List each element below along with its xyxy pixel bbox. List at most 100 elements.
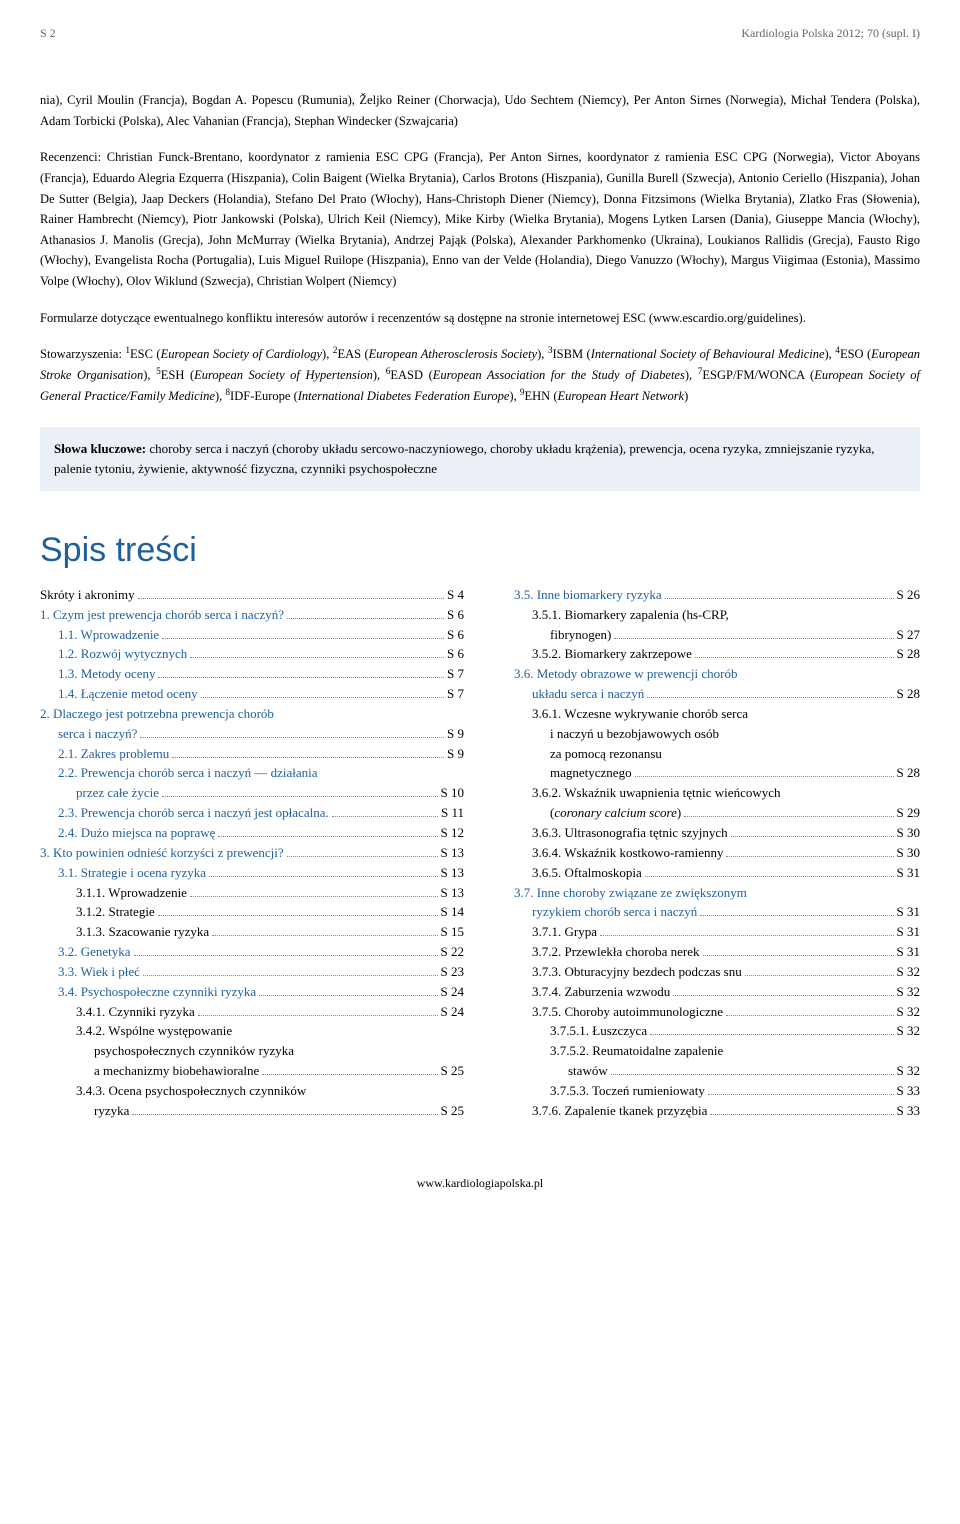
toc-row: 3.7.2. Przewlekła choroba nerekS 31 — [496, 943, 920, 962]
toc-page: S 31 — [897, 903, 920, 922]
toc-leader — [600, 935, 894, 936]
toc-label: 3.7.5. Choroby autoimmunologiczne — [532, 1003, 723, 1022]
toc-leader — [684, 816, 893, 817]
toc-label: 3.7.4. Zaburzenia wzwodu — [532, 983, 670, 1002]
toc-row: 3.1.3. Szacowanie ryzykaS 15 — [40, 923, 464, 942]
toc-label: ryzykiem chorób serca i naczyń — [532, 903, 697, 922]
toc-label: 3.1.2. Strategie — [76, 903, 155, 922]
toc-page: S 30 — [897, 824, 920, 843]
toc-row: ryzykiem chorób serca i naczyń S 31 — [496, 903, 920, 922]
toc-page: S 13 — [441, 864, 464, 883]
toc-row: układu serca i naczyńS 28 — [496, 685, 920, 704]
toc-page: S 32 — [897, 963, 920, 982]
toc-leader — [259, 995, 437, 996]
toc-label: 3.7.1. Grypa — [532, 923, 597, 942]
toc-label: 1. Czym jest prewencja chorób serca i na… — [40, 606, 284, 625]
toc-page: S 13 — [441, 884, 464, 903]
toc-row: 3.7.5.2. Reumatoidalne zapalenie — [496, 1042, 920, 1061]
toc-row: 3.6. Metody obrazowe w prewencji chorób — [496, 665, 920, 684]
toc-page: S 32 — [897, 1022, 920, 1041]
toc-page: S 25 — [441, 1062, 464, 1081]
toc-page: S 24 — [441, 1003, 464, 1022]
toc-leader — [665, 598, 894, 599]
toc-page: S 28 — [897, 764, 920, 783]
toc-label: 1.4. Łączenie metod oceny — [58, 685, 198, 704]
toc-leader — [158, 677, 444, 678]
toc-page: S 32 — [897, 1003, 920, 1022]
toc-label: ryzyka — [94, 1102, 129, 1121]
toc-label: 2.3. Prewencja chorób serca i naczyń jes… — [58, 804, 329, 823]
toc-label: 2.2. Prewencja chorób serca i naczyń — d… — [58, 764, 318, 783]
toc-row: 3.7.3. Obturacyjny bezdech podczas snuS … — [496, 963, 920, 982]
toc-page: S 30 — [897, 844, 920, 863]
toc-page: S 33 — [897, 1082, 920, 1101]
toc-row: 3.6.5. OftalmoskopiaS 31 — [496, 864, 920, 883]
toc-page: S 6 — [447, 626, 464, 645]
toc-label: 1.2. Rozwój wytycznych — [58, 645, 187, 664]
toc-page: S 32 — [897, 983, 920, 1002]
toc-label: serca i naczyń? — [58, 725, 137, 744]
toc-row: 3.4. Psychospołeczne czynniki ryzykaS 24 — [40, 983, 464, 1002]
toc-leader — [726, 1015, 894, 1016]
toc-page: S 13 — [441, 844, 464, 863]
toc-label: (coronary calcium score) — [550, 804, 681, 823]
toc-label: 1.3. Metody oceny — [58, 665, 155, 684]
toc-leader — [650, 1034, 893, 1035]
toc-row: 3.7.5.1. ŁuszczycaS 32 — [496, 1022, 920, 1041]
toc-label: 3.5. Inne biomarkery ryzyka — [514, 586, 662, 605]
toc-row: 3.2. GenetykaS 22 — [40, 943, 464, 962]
toc-row: 2.4. Dużo miejsca na poprawęS 12 — [40, 824, 464, 843]
toc-label: 3.6.3. Ultrasonografia tętnic szyjnych — [532, 824, 728, 843]
toc-page: S 9 — [447, 745, 464, 764]
toc-leader — [201, 697, 444, 698]
toc-label: 3.7.5.2. Reumatoidalne zapalenie — [550, 1042, 723, 1061]
toc-row: 3.6.2. Wskaźnik uwapnienia tętnic wieńco… — [496, 784, 920, 803]
toc-leader — [614, 638, 893, 639]
toc-leader — [198, 1015, 438, 1016]
toc-page: S 26 — [897, 586, 920, 605]
toc-column-right: 3.5. Inne biomarkery ryzykaS 263.5.1. Bi… — [496, 586, 920, 1122]
toc-page: S 32 — [897, 1062, 920, 1081]
toc-label: 3.3. Wiek i płeć — [58, 963, 140, 982]
toc-row: 1.1. WprowadzenieS 6 — [40, 626, 464, 645]
toc-leader — [262, 1074, 437, 1075]
toc-row: i naczyń u bezobjawowych osób — [496, 725, 920, 744]
toc-leader — [143, 975, 438, 976]
toc-label: i naczyń u bezobjawowych osób — [550, 725, 719, 744]
toc-label: 3.7.6. Zapalenie tkanek przyzębia — [532, 1102, 707, 1121]
toc-label: 3.1.3. Szacowanie ryzyka — [76, 923, 209, 942]
toc-label: 3.1.1. Wprowadzenie — [76, 884, 187, 903]
toc-label: 3.6.1. Wczesne wykrywanie chorób serca — [532, 705, 748, 724]
footer-url: www.kardiologiapolska.pl — [40, 1174, 920, 1192]
toc-leader — [140, 737, 444, 738]
toc-row: 3.7. Inne choroby związane ze zwiększony… — [496, 884, 920, 903]
toc-leader — [162, 796, 438, 797]
toc-row: za pomocą rezonansu — [496, 745, 920, 764]
toc-page: S 23 — [441, 963, 464, 982]
toc-label: układu serca i naczyń — [532, 685, 644, 704]
toc-leader — [695, 657, 894, 658]
toc-leader — [673, 995, 893, 996]
toc-row: 3.3. Wiek i płeć S 23 — [40, 963, 464, 982]
toc-columns: Skróty i akronimyS 41. Czym jest prewenc… — [40, 586, 920, 1122]
toc-row: psychospołecznych czynników ryzyka — [40, 1042, 464, 1061]
toc-page: S 28 — [897, 645, 920, 664]
toc-row: 3.4.2. Wspólne występowanie — [40, 1022, 464, 1041]
toc-leader — [190, 657, 444, 658]
toc-leader — [287, 618, 444, 619]
toc-label: 3.6.4. Wskaźnik kostkowo-ramienny — [532, 844, 723, 863]
toc-page: S 4 — [447, 586, 464, 605]
toc-row: 3.4.3. Ocena psychospołecznych czynników — [40, 1082, 464, 1101]
toc-row: 2.2. Prewencja chorób serca i naczyń — d… — [40, 764, 464, 783]
toc-row: 3.5. Inne biomarkery ryzyka S 26 — [496, 586, 920, 605]
toc-leader — [209, 876, 438, 877]
toc-label: 3.7.2. Przewlekła choroba nerek — [532, 943, 700, 962]
page-header: S 2 Kardiologia Polska 2012; 70 (supl. I… — [40, 24, 920, 42]
toc-page: S 11 — [441, 804, 464, 823]
toc-leader — [212, 935, 437, 936]
toc-label: 3.6.2. Wskaźnik uwapnienia tętnic wieńco… — [532, 784, 781, 803]
toc-row: 1.4. Łączenie metod ocenyS 7 — [40, 685, 464, 704]
toc-label: 3.4. Psychospołeczne czynniki ryzyka — [58, 983, 256, 1002]
toc-row: 2.3. Prewencja chorób serca i naczyń jes… — [40, 804, 464, 823]
toc-row: fibrynogen)S 27 — [496, 626, 920, 645]
